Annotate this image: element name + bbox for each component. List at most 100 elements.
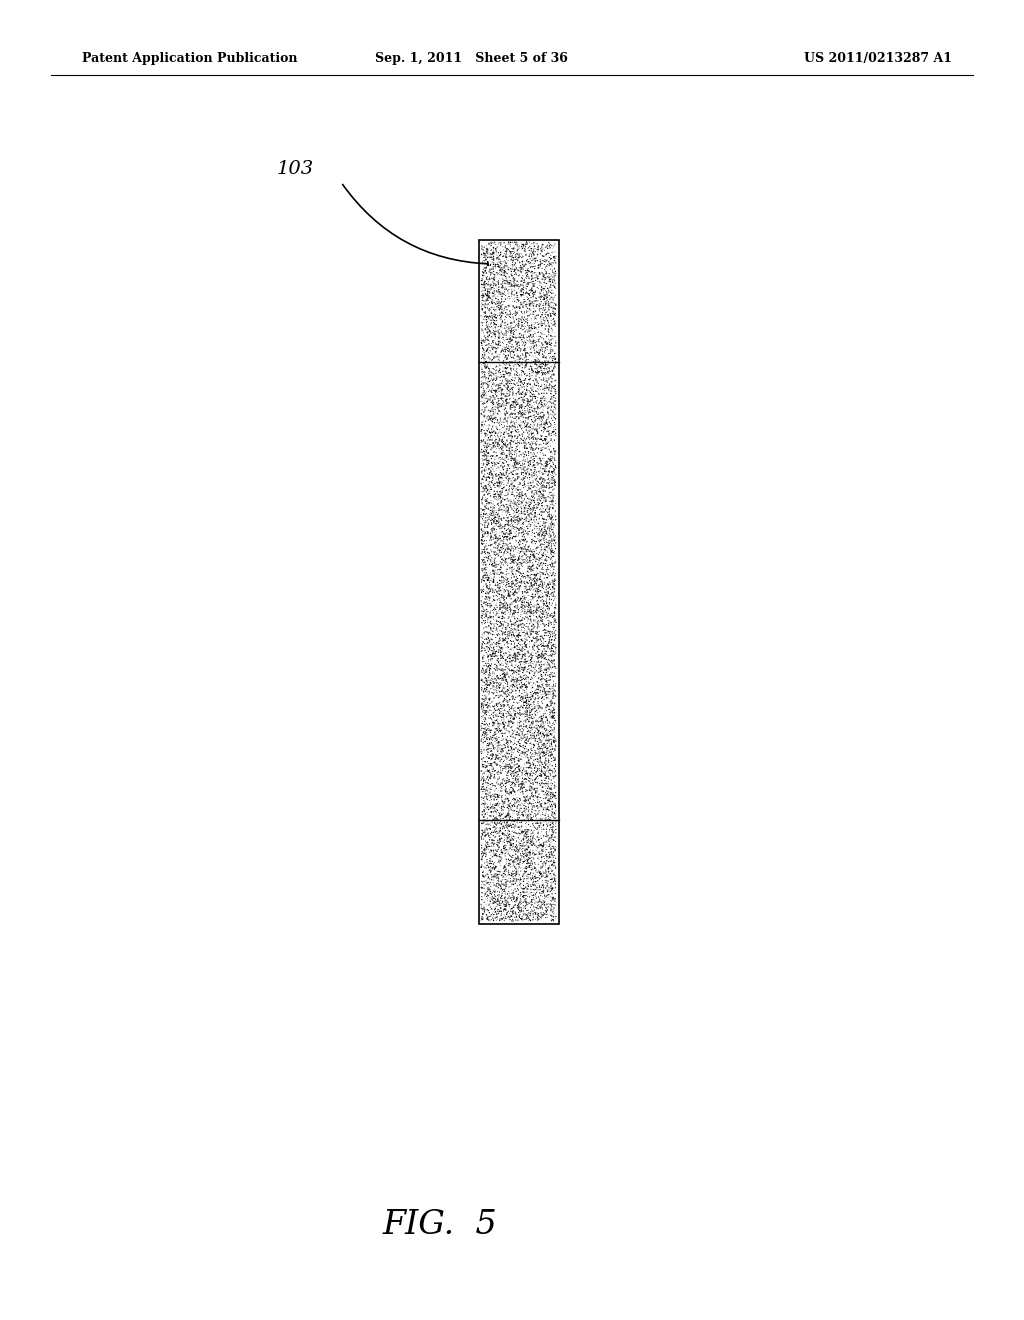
Point: [523, 667, 540, 688]
Point: [519, 766, 536, 787]
Point: [474, 822, 490, 843]
Point: [504, 407, 520, 428]
Point: [545, 586, 561, 607]
Point: [518, 292, 535, 313]
Point: [531, 411, 548, 432]
Point: [517, 234, 534, 255]
Point: [477, 583, 494, 605]
Point: [530, 651, 547, 672]
Point: [484, 553, 501, 574]
Point: [479, 622, 496, 643]
Point: [509, 590, 525, 611]
Point: [498, 271, 514, 292]
Point: [523, 696, 540, 717]
Point: [502, 682, 518, 704]
Point: [542, 425, 558, 446]
Point: [494, 564, 510, 585]
Point: [482, 240, 499, 261]
Point: [493, 537, 509, 558]
Point: [484, 643, 501, 664]
Point: [525, 754, 542, 775]
Point: [531, 417, 548, 438]
Point: [478, 374, 495, 395]
Point: [514, 314, 530, 335]
Point: [517, 898, 534, 919]
Point: [511, 660, 527, 681]
Point: [539, 902, 555, 923]
Point: [474, 449, 490, 470]
Point: [531, 331, 548, 352]
Point: [537, 726, 553, 747]
Point: [539, 561, 555, 582]
Point: [540, 351, 556, 372]
Point: [505, 391, 521, 412]
Point: [537, 581, 553, 602]
Point: [501, 517, 517, 539]
Point: [474, 648, 490, 669]
Point: [530, 895, 547, 916]
Point: [536, 284, 552, 305]
Point: [543, 850, 559, 871]
Point: [477, 358, 494, 379]
Point: [490, 511, 507, 532]
Point: [473, 420, 489, 441]
Point: [542, 645, 558, 667]
Point: [542, 706, 558, 727]
Point: [515, 290, 531, 312]
Point: [475, 664, 492, 685]
Point: [529, 744, 546, 766]
Point: [516, 517, 532, 539]
Point: [474, 420, 490, 441]
Point: [500, 726, 516, 747]
Point: [499, 500, 515, 521]
Point: [505, 261, 521, 282]
Point: [479, 289, 496, 310]
Point: [546, 822, 562, 843]
Point: [487, 308, 504, 329]
Point: [503, 510, 519, 531]
Point: [513, 462, 529, 483]
Point: [497, 715, 513, 737]
Point: [528, 818, 545, 840]
Point: [523, 586, 540, 607]
Point: [479, 474, 496, 495]
Point: [529, 813, 546, 834]
Point: [508, 841, 524, 862]
Point: [539, 850, 555, 871]
Point: [476, 689, 493, 710]
Point: [531, 450, 548, 471]
Point: [512, 375, 528, 396]
Point: [489, 482, 506, 503]
Point: [499, 488, 515, 510]
Point: [486, 560, 503, 581]
Point: [511, 644, 527, 665]
Point: [547, 429, 563, 450]
Point: [522, 766, 539, 787]
Point: [517, 383, 534, 404]
Point: [505, 869, 521, 890]
Point: [516, 882, 532, 903]
Point: [523, 708, 540, 729]
Point: [532, 610, 549, 631]
Point: [525, 909, 542, 931]
Point: [498, 805, 514, 826]
Point: [529, 364, 546, 385]
Point: [478, 836, 495, 857]
Point: [482, 601, 499, 622]
Point: [489, 404, 506, 425]
Point: [484, 395, 501, 416]
Point: [514, 804, 530, 825]
Point: [536, 834, 552, 855]
Point: [523, 808, 540, 829]
Point: [525, 376, 542, 397]
Point: [489, 895, 506, 916]
Point: [514, 630, 530, 651]
Point: [502, 850, 518, 871]
Point: [479, 873, 496, 894]
Point: [546, 376, 562, 397]
Point: [476, 362, 493, 383]
Point: [474, 854, 490, 875]
Point: [525, 477, 542, 498]
Point: [510, 899, 526, 920]
Point: [477, 685, 494, 706]
